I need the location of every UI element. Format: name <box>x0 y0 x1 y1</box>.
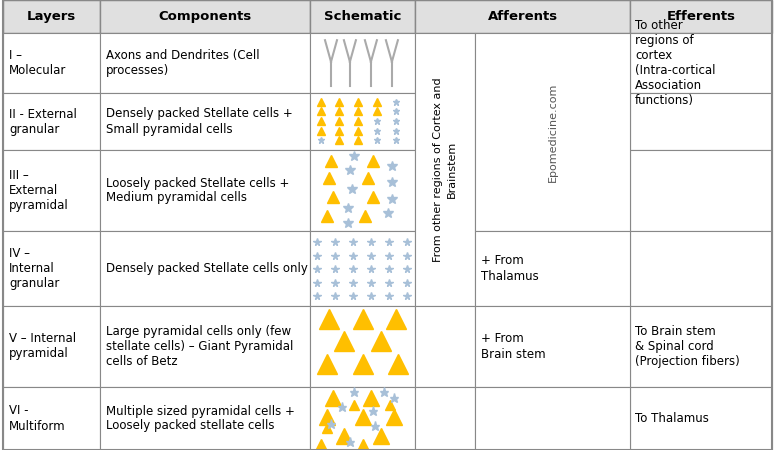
Text: II - External
granular: II - External granular <box>9 108 77 135</box>
Bar <box>3 150 100 231</box>
Text: Layers: Layers <box>27 10 76 23</box>
Bar <box>100 306 310 387</box>
Bar <box>475 231 630 306</box>
Bar <box>630 150 772 231</box>
Bar <box>310 93 415 150</box>
Text: V – Internal
pyramidal: V – Internal pyramidal <box>9 333 76 360</box>
Bar <box>100 231 310 306</box>
Text: Efferents: Efferents <box>666 10 735 23</box>
Text: III –
External
pyramidal: III – External pyramidal <box>9 169 69 212</box>
Bar <box>3 231 100 306</box>
Text: + From
Brain stem: + From Brain stem <box>481 333 546 360</box>
Bar <box>475 306 630 387</box>
Bar <box>100 0 310 33</box>
Bar <box>3 387 100 450</box>
Bar <box>630 93 772 150</box>
Text: To other
regions of
cortex
(Intra-cortical
Association
functions): To other regions of cortex (Intra-cortic… <box>635 19 715 107</box>
Bar <box>3 306 100 387</box>
Bar <box>415 0 630 33</box>
Bar <box>630 306 772 387</box>
Bar <box>310 33 415 93</box>
Bar <box>630 33 772 93</box>
Text: Multiple sized pyramidal cells +
Loosely packed stellate cells: Multiple sized pyramidal cells + Loosely… <box>106 405 294 432</box>
Bar <box>3 33 100 93</box>
Text: From other regions of Cortex and
Brainstem: From other regions of Cortex and Brainst… <box>433 77 456 262</box>
Bar <box>630 0 772 33</box>
Text: Schematic: Schematic <box>324 10 401 23</box>
Text: Large pyramidal cells only (few
stellate cells) – Giant Pyramidal
cells of Betz: Large pyramidal cells only (few stellate… <box>106 325 294 368</box>
Bar <box>415 33 475 306</box>
Text: Epomedicine.com: Epomedicine.com <box>547 82 557 182</box>
Bar <box>100 93 310 150</box>
Bar <box>475 33 630 231</box>
Bar <box>630 231 772 306</box>
Text: Densely packed Stellate cells +
Small pyramidal cells: Densely packed Stellate cells + Small py… <box>106 108 293 135</box>
Text: VI -
Multiform: VI - Multiform <box>9 405 66 432</box>
Bar <box>3 0 100 33</box>
Text: Components: Components <box>158 10 252 23</box>
Bar <box>310 306 415 387</box>
Bar <box>475 387 630 450</box>
Text: To Thalamus: To Thalamus <box>635 412 709 425</box>
Bar <box>630 387 772 450</box>
Text: To Brain stem
& Spinal cord
(Projection fibers): To Brain stem & Spinal cord (Projection … <box>635 325 740 368</box>
Bar <box>100 150 310 231</box>
Text: IV –
Internal
granular: IV – Internal granular <box>9 247 60 290</box>
Bar <box>100 387 310 450</box>
Bar <box>415 306 475 387</box>
Bar <box>100 33 310 93</box>
Text: Axons and Dendrites (Cell
processes): Axons and Dendrites (Cell processes) <box>106 49 260 77</box>
Text: I –
Molecular: I – Molecular <box>9 49 67 77</box>
Bar <box>3 93 100 150</box>
Bar <box>415 387 475 450</box>
Text: Loosely packed Stellate cells +
Medium pyramidal cells: Loosely packed Stellate cells + Medium p… <box>106 176 289 204</box>
Text: Densely packed Stellate cells only: Densely packed Stellate cells only <box>106 262 308 275</box>
Bar <box>310 231 415 306</box>
Bar <box>310 387 415 450</box>
Bar <box>310 150 415 231</box>
Text: + From
Thalamus: + From Thalamus <box>481 255 539 283</box>
Bar <box>310 0 415 33</box>
Text: Afferents: Afferents <box>487 10 557 23</box>
